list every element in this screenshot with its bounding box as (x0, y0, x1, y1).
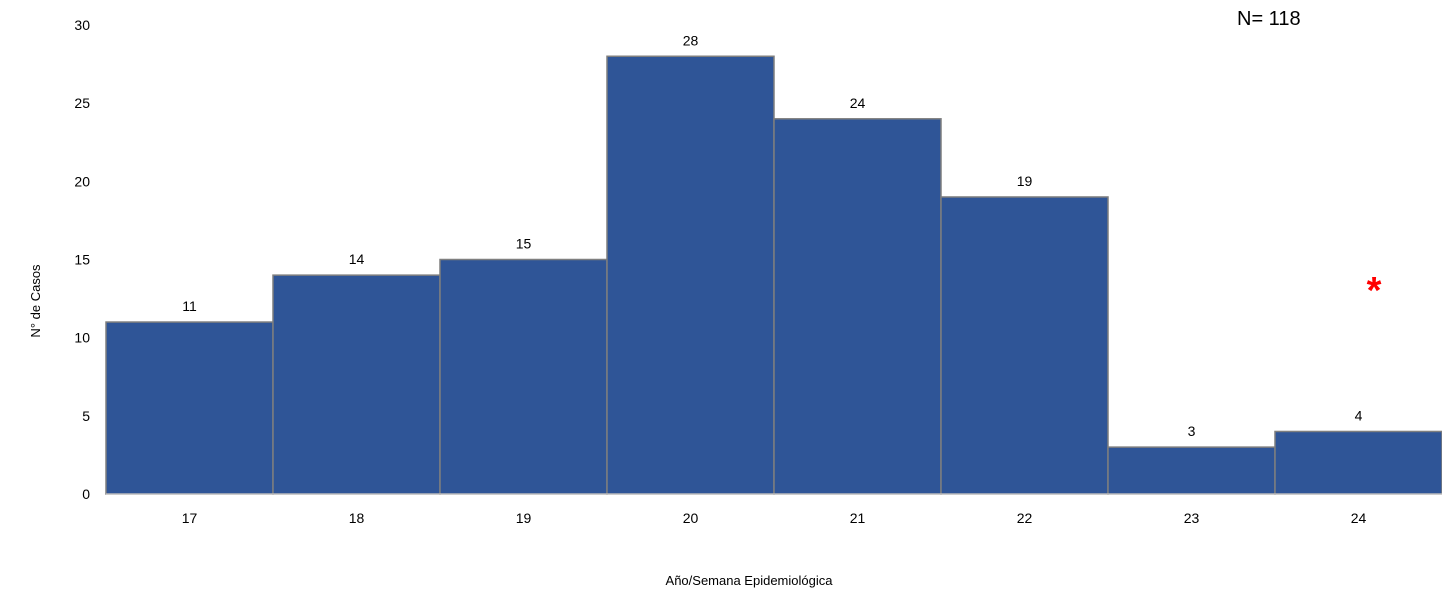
data-label: 19 (1017, 173, 1033, 189)
y-tick-label: 10 (74, 330, 90, 346)
y-axis-title: N° de Casos (28, 264, 43, 338)
y-tick-label: 20 (74, 173, 90, 189)
bar (940, 196, 1109, 495)
y-tick-label: 0 (82, 486, 90, 502)
bar (439, 258, 608, 495)
y-tick-label: 15 (74, 252, 90, 268)
data-label: 15 (516, 236, 532, 252)
y-tick-label: 25 (74, 95, 90, 111)
x-tick-label: 22 (1017, 510, 1033, 526)
y-axis-ticks: 0 5 10 15 20 25 30 (74, 17, 90, 502)
x-axis-title: Año/Semana Epidemiológica (666, 573, 834, 588)
bars (105, 55, 1442, 495)
bar (1107, 446, 1276, 495)
data-label: 3 (1188, 423, 1196, 439)
asterisk-marker: * (1367, 270, 1382, 312)
x-tick-label: 21 (850, 510, 866, 526)
x-axis-ticks: 17 18 19 20 21 22 23 24 (182, 510, 1367, 526)
data-label: 11 (182, 298, 197, 314)
total-cases-label: N= 118 (1237, 8, 1301, 30)
bar (773, 118, 942, 495)
x-tick-label: 24 (1351, 510, 1367, 526)
x-tick-label: 17 (182, 510, 198, 526)
bar (1274, 430, 1442, 495)
data-label: 14 (349, 251, 365, 267)
y-tick-label: 5 (82, 408, 90, 424)
y-tick-label: 30 (74, 17, 90, 33)
data-label: 28 (683, 32, 699, 48)
bar (606, 55, 775, 495)
data-label: 4 (1355, 407, 1363, 423)
data-labels: 11 14 15 28 24 19 3 4 (182, 32, 1362, 439)
x-tick-label: 18 (349, 510, 365, 526)
x-tick-label: 20 (683, 510, 699, 526)
data-label: 24 (850, 95, 866, 111)
x-tick-label: 23 (1184, 510, 1200, 526)
bar (105, 321, 274, 495)
x-tick-label: 19 (516, 510, 532, 526)
bar (272, 274, 441, 495)
